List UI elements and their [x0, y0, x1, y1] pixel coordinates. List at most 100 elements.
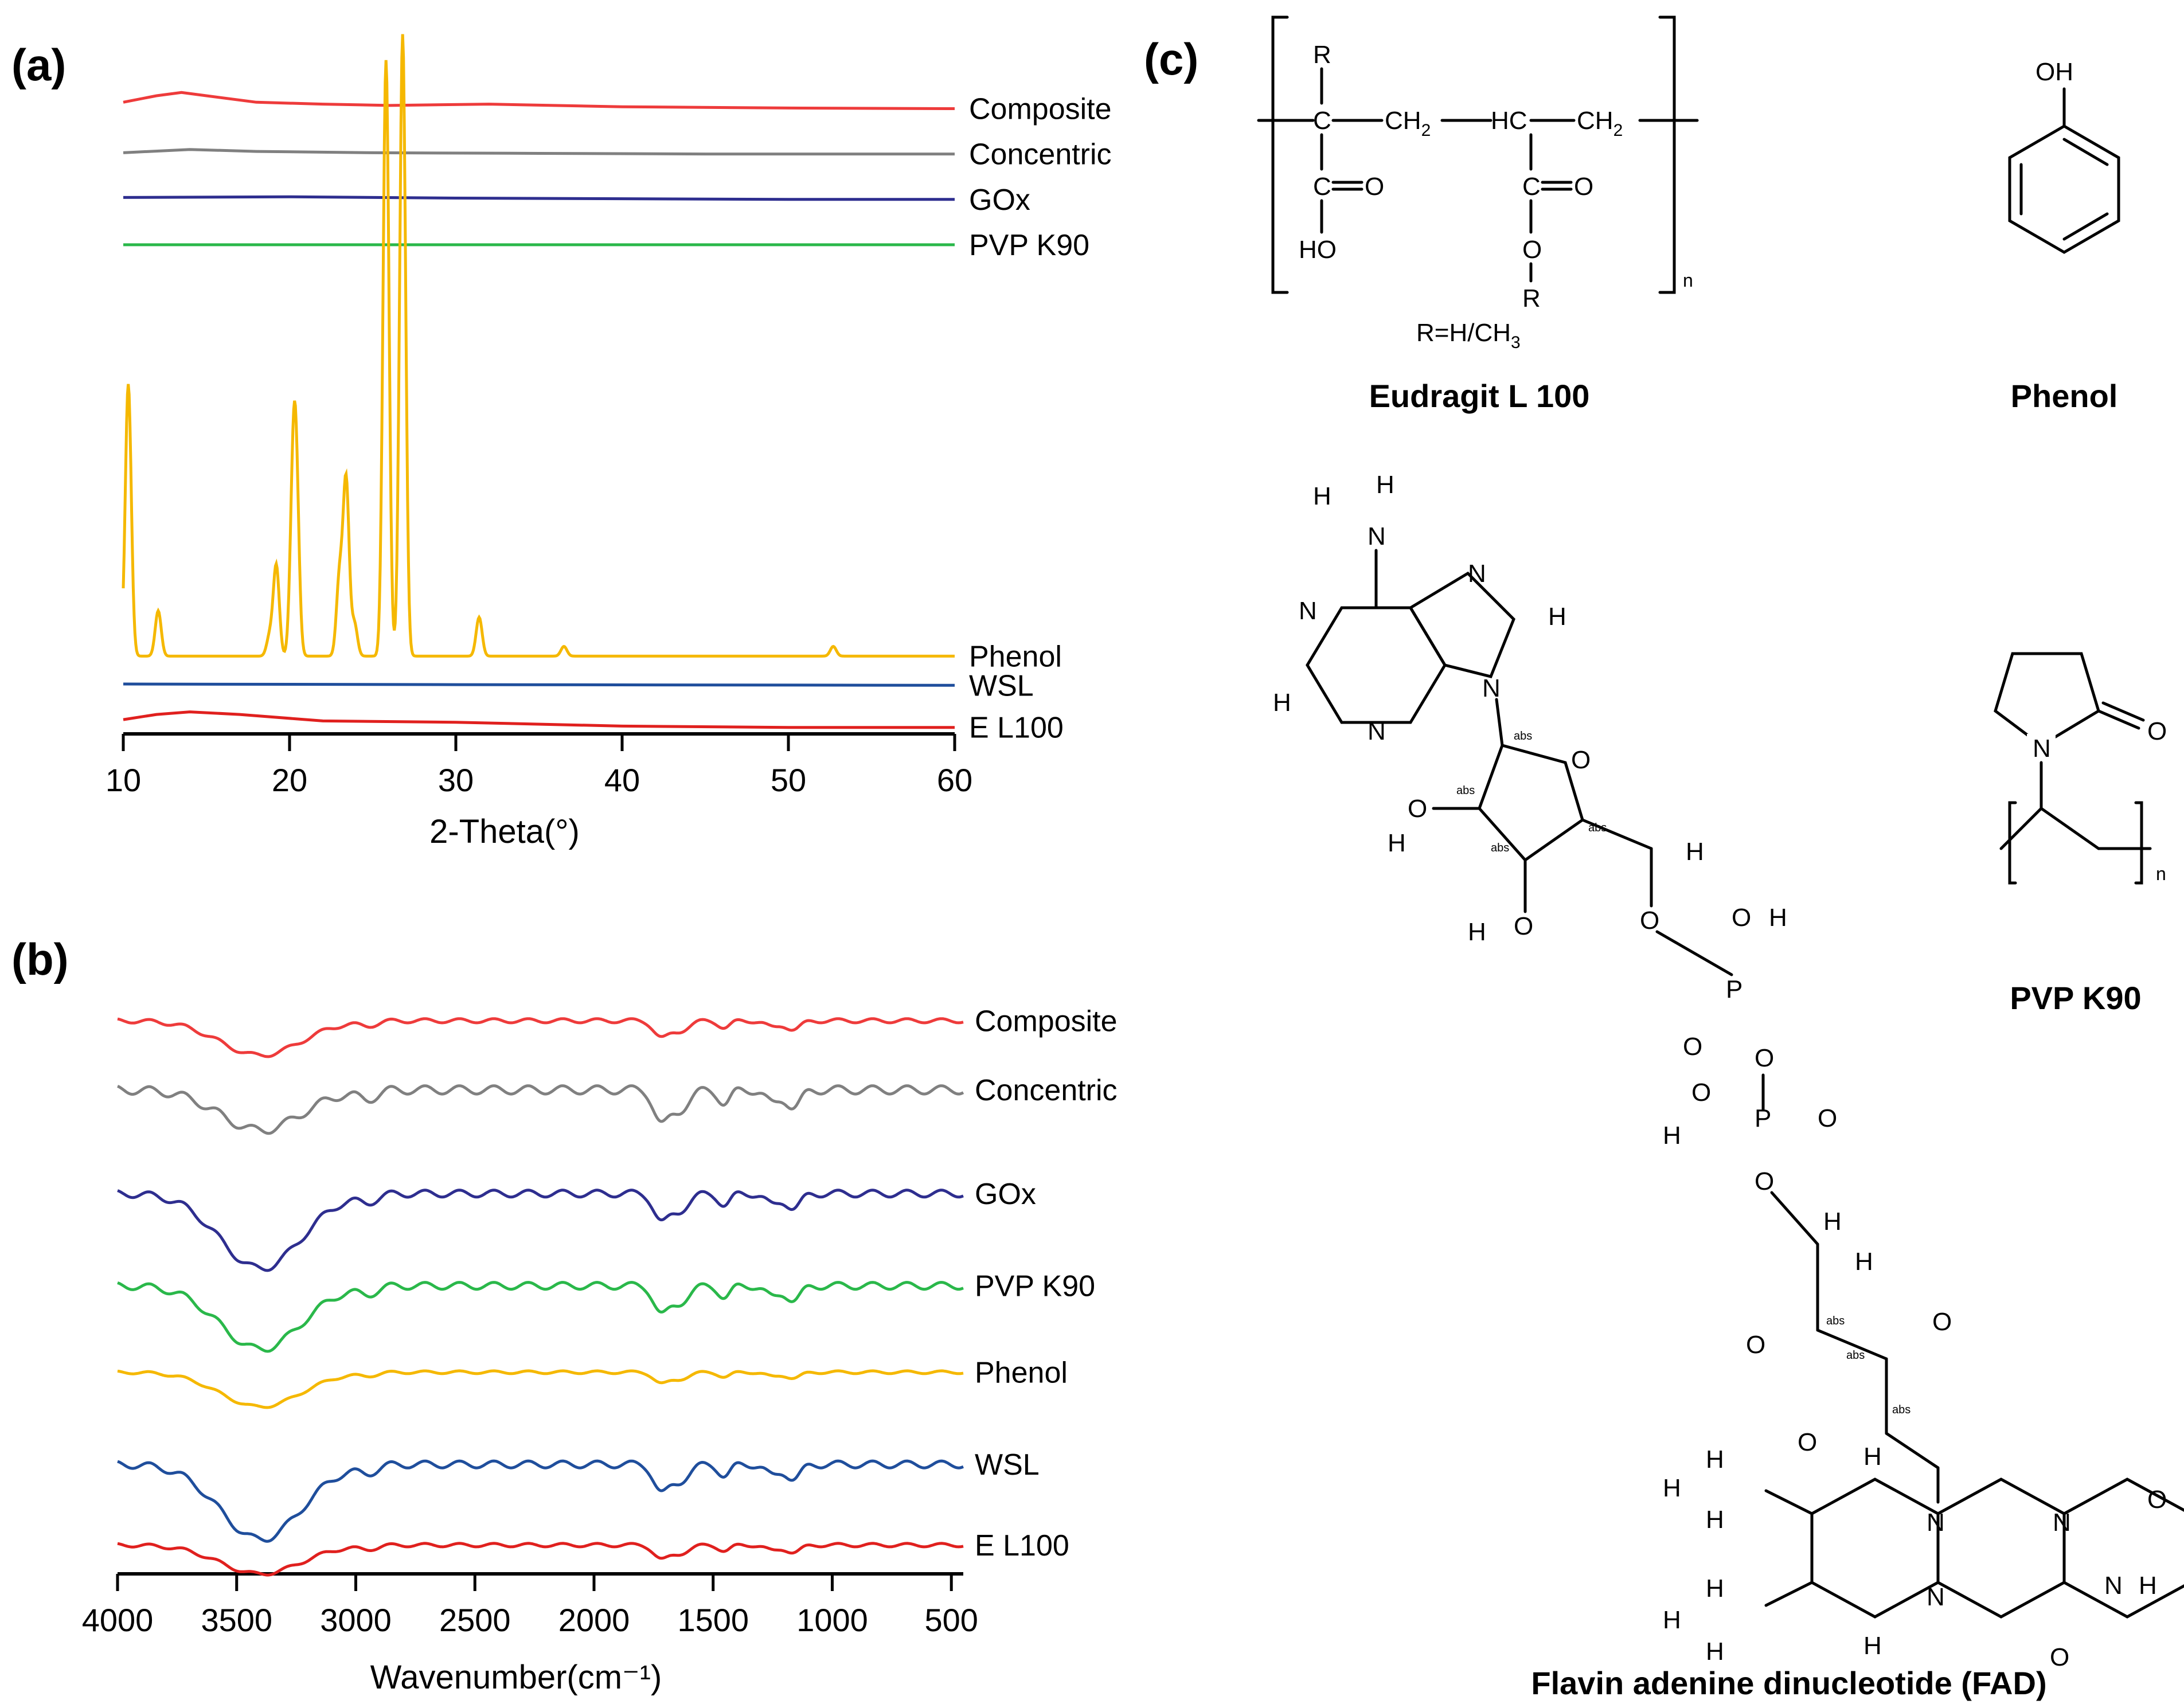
fad-atom: H — [1388, 829, 1406, 857]
fad-abs-label: abs — [1846, 1349, 1865, 1362]
pvp-ring — [1994, 652, 2100, 748]
xrd-x-ticks: 10 20 30 40 50 60 — [106, 734, 972, 798]
fad-atom: H — [1663, 1474, 1681, 1502]
fad-abs-label: abs — [1826, 1315, 1845, 1327]
fad-atom: N — [2104, 1572, 2123, 1600]
xrd-series-line — [122, 34, 955, 658]
fad-atom: O — [1746, 1331, 1765, 1359]
xrd-legend-label: E L100 — [969, 712, 1064, 745]
fad-adenine-ring6 — [1306, 606, 1447, 724]
fad-atom: O — [1640, 906, 1659, 935]
ftir-x-ticks: 4000 3500 3000 2500 2000 1500 1000 500 — [82, 1574, 978, 1638]
xrd-legend-label: Composite — [969, 93, 1112, 126]
fad-atom: H — [1823, 1207, 1842, 1236]
fad-atom: H — [1468, 918, 1486, 946]
pvp-structure: N O n PVP K90 — [1994, 652, 2167, 1016]
fad-atom: O — [1732, 904, 1751, 932]
fad-name: Flavin adenine dinucleotide (FAD) — [1531, 1665, 2046, 1701]
fad-structure: N H H N H N N H N O abs abs abs abs O H … — [1273, 471, 2184, 1701]
ftir-series-line — [117, 1369, 964, 1409]
xrd-legend-label: Phenol — [969, 640, 1062, 673]
pvp-bracket-left — [2008, 801, 2017, 885]
xrd-series-line — [123, 682, 955, 687]
fad-atom: O — [2147, 1486, 2167, 1514]
xrd-legend-label: PVP K90 — [969, 229, 1089, 262]
fad-flavin-ring-b — [1936, 1478, 2066, 1619]
ftir-series-line — [117, 1189, 964, 1272]
fad-atom: O — [1571, 746, 1591, 774]
ftir-x-tick-label: 500 — [925, 1602, 978, 1638]
xrd-legend-label: WSL — [969, 669, 1034, 702]
ftir-x-tick-label: 3000 — [320, 1602, 392, 1638]
ftir-x-tick-label: 3500 — [201, 1602, 272, 1638]
fad-atom: O — [1691, 1078, 1711, 1107]
xrd-x-tick-label: 30 — [438, 762, 474, 798]
ftir-chart: 4000 3500 3000 2500 2000 1500 1000 500 Composit… — [82, 1005, 1118, 1696]
fad-ribose-ring — [1478, 743, 1584, 862]
fad-atom: H — [1663, 1606, 1681, 1634]
xrd-x-tick-label: 60 — [937, 762, 972, 798]
fad-atom: O — [1755, 1167, 1774, 1195]
fad-bond — [1495, 698, 1504, 747]
fad-abs-label: abs — [1491, 842, 1509, 854]
fad-atom: O — [1408, 795, 1427, 823]
ftir-legend-label: GOx — [975, 1178, 1036, 1211]
fad-atom: H — [1313, 482, 1331, 510]
fad-atom: O — [1798, 1428, 1817, 1456]
xrd-legend-label: Concentric — [969, 138, 1112, 171]
fad-bond — [1581, 818, 1653, 850]
fad-atom: H — [1376, 471, 1394, 499]
ftir-legend-label: Phenol — [975, 1356, 1068, 1389]
fad-atom: O — [2050, 1643, 2069, 1671]
fad-atom: H — [1663, 1121, 1681, 1150]
eudragit-bracket-left — [1271, 15, 1289, 294]
pvp-n-bg — [2027, 734, 2056, 763]
fad-abs-label: abs — [1892, 1404, 1910, 1416]
ftir-x-tick-label: 1000 — [796, 1602, 868, 1638]
fad-atom: H — [1863, 1632, 1882, 1660]
pvp-n: N — [2033, 734, 2051, 763]
fad-bond — [1816, 1328, 1888, 1361]
fad-atom: N — [1927, 1583, 1945, 1611]
eudragit-atom-ho: HO — [1299, 236, 1337, 264]
xrd-series-line — [123, 148, 955, 156]
pvp-repeat-n: n — [2156, 863, 2166, 884]
eudragit-repeat-n: n — [1683, 270, 1693, 291]
eudragit-atom-c3: C — [1522, 173, 1541, 201]
eudragit-atom-ch2b: CH2 — [1577, 107, 1623, 140]
ftir-x-axis-title: Wavenumber(cm⁻¹) — [370, 1659, 662, 1696]
phenol-bond — [2062, 212, 2109, 241]
fad-flavin-ring-a — [1810, 1478, 1940, 1619]
fad-bond — [1655, 930, 1733, 976]
xrd-legend-label: GOx — [969, 183, 1030, 217]
eudragit-atom-c2: C — [1313, 173, 1331, 201]
fad-atom: H — [1855, 1248, 1873, 1276]
phenol-ring — [2008, 124, 2120, 254]
panel-label-c: (c) — [1144, 34, 1198, 84]
xrd-x-tick-label: 20 — [272, 762, 307, 798]
fad-atom: N — [1482, 674, 1501, 702]
xrd-series-line — [123, 195, 955, 201]
fad-atom: O — [1683, 1033, 1702, 1061]
fad-atom: H — [1706, 1506, 1724, 1534]
xrd-series-line — [123, 710, 955, 729]
eudragit-atom-o2: O — [1574, 173, 1593, 201]
ftir-legend-label: PVP K90 — [975, 1270, 1095, 1303]
phenol-name: Phenol — [2011, 378, 2118, 414]
ftir-series-line — [117, 1281, 964, 1353]
eudragit-atom-c1: C — [1313, 107, 1331, 135]
fad-atom: N — [2053, 1508, 2071, 1537]
xrd-x-axis-title: 2-Theta(°) — [429, 813, 580, 850]
pvp-bond — [2101, 701, 2145, 722]
fad-atom: N — [1368, 522, 1386, 550]
eudragit-name: Eudragit L 100 — [1369, 378, 1590, 414]
fad-atom: O — [1514, 912, 1533, 940]
ftir-series-line — [117, 1017, 964, 1058]
eudragit-atom-o3: O — [1522, 236, 1542, 264]
eudragit-atom-r2: R — [1522, 284, 1541, 312]
ftir-x-tick-label: 2500 — [439, 1602, 511, 1638]
pvp-name: PVP K90 — [2010, 980, 2141, 1016]
panel-label-a: (a) — [11, 40, 66, 90]
